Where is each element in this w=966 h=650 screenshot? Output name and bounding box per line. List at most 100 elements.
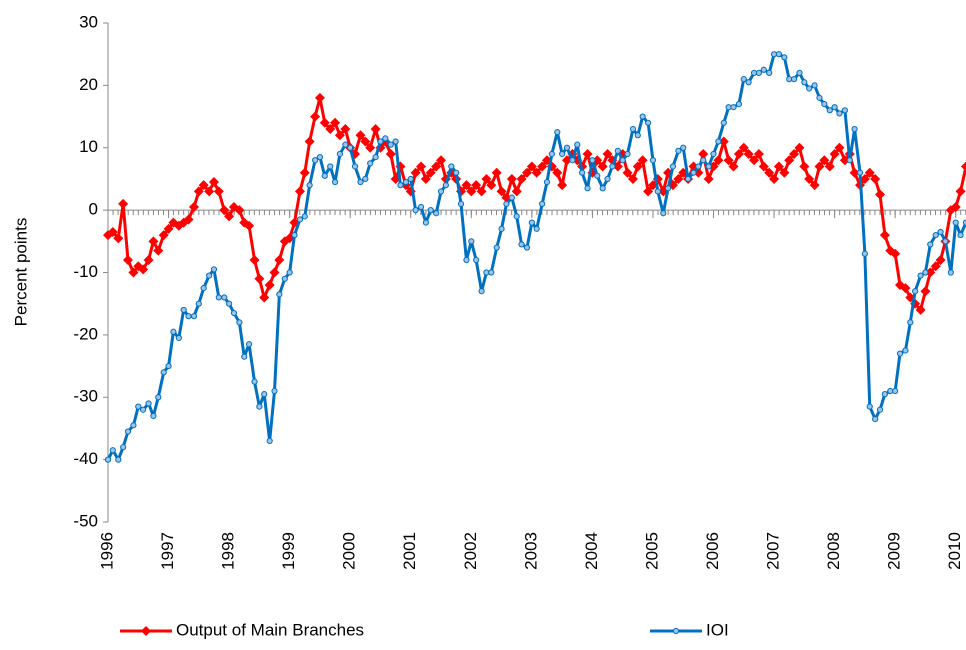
- marker: [486, 180, 497, 191]
- marker: [402, 178, 410, 186]
- marker: [463, 256, 470, 264]
- marker: [839, 155, 850, 166]
- marker: [382, 135, 389, 142]
- marker: [733, 148, 744, 159]
- marker: [639, 113, 646, 120]
- marker: [582, 148, 593, 159]
- marker: [773, 161, 784, 172]
- y-tick-label: 30: [79, 12, 98, 31]
- marker: [331, 178, 339, 186]
- marker: [870, 173, 881, 184]
- marker: [254, 273, 265, 284]
- x-tick-label: 2000: [340, 532, 359, 570]
- marker: [185, 313, 192, 320]
- marker: [645, 119, 652, 126]
- marker: [834, 142, 845, 153]
- marker: [109, 447, 116, 454]
- marker: [488, 269, 495, 276]
- marker: [319, 117, 330, 128]
- x-tick-label: 2008: [824, 532, 843, 570]
- y-tick-label: -50: [73, 511, 98, 530]
- marker: [629, 125, 637, 133]
- marker: [261, 391, 268, 398]
- marker: [684, 175, 692, 183]
- marker: [952, 219, 959, 226]
- marker: [806, 85, 813, 92]
- marker: [145, 400, 152, 407]
- marker: [195, 300, 202, 307]
- legend-label: Output of Main Branches: [176, 620, 364, 639]
- x-tick-label: 2005: [642, 532, 661, 570]
- marker: [198, 180, 209, 191]
- marker: [234, 205, 245, 216]
- marker: [753, 148, 764, 159]
- marker: [392, 138, 399, 145]
- marker: [743, 148, 754, 159]
- marker: [574, 141, 581, 148]
- marker: [896, 350, 904, 357]
- marker: [559, 150, 566, 158]
- marker: [942, 238, 949, 245]
- marker: [473, 256, 480, 264]
- marker: [796, 69, 803, 77]
- marker: [420, 173, 431, 184]
- marker: [758, 161, 769, 172]
- marker: [690, 169, 697, 176]
- marker: [165, 362, 172, 370]
- x-tick-label: 1999: [279, 532, 298, 570]
- marker: [597, 161, 608, 172]
- marker: [155, 394, 162, 401]
- marker: [416, 161, 427, 172]
- marker: [342, 141, 349, 148]
- marker: [829, 148, 840, 159]
- marker: [206, 272, 213, 279]
- marker: [140, 406, 147, 413]
- marker: [245, 341, 253, 348]
- marker: [355, 130, 366, 141]
- marker: [266, 437, 273, 445]
- marker: [819, 155, 830, 166]
- marker: [927, 241, 934, 248]
- marker: [543, 178, 551, 186]
- marker: [433, 210, 440, 217]
- marker: [738, 142, 749, 153]
- marker: [471, 180, 482, 191]
- marker: [826, 107, 833, 114]
- marker: [204, 186, 215, 197]
- marker: [604, 175, 611, 183]
- marker: [715, 138, 722, 145]
- marker: [143, 255, 154, 266]
- marker: [962, 219, 966, 226]
- marker: [937, 228, 944, 236]
- marker: [193, 186, 204, 197]
- marker: [764, 167, 775, 178]
- marker: [208, 177, 219, 188]
- marker: [387, 141, 394, 148]
- marker: [478, 288, 485, 295]
- marker: [508, 194, 515, 201]
- x-tick-label: 1998: [219, 532, 238, 570]
- marker: [649, 157, 657, 164]
- marker: [705, 163, 712, 170]
- marker: [539, 200, 546, 207]
- x-tick-label: 2001: [400, 532, 419, 570]
- marker: [511, 186, 522, 197]
- marker: [385, 148, 396, 159]
- y-tick-label: -40: [73, 449, 98, 468]
- marker: [397, 182, 404, 189]
- marker: [160, 369, 167, 376]
- marker: [720, 119, 727, 126]
- legend-marker: [672, 627, 680, 635]
- marker: [619, 157, 626, 164]
- marker: [537, 161, 548, 172]
- marker: [643, 186, 654, 197]
- marker: [920, 286, 931, 297]
- marker: [930, 261, 941, 272]
- marker: [879, 230, 890, 241]
- marker: [491, 167, 502, 178]
- marker: [790, 76, 798, 83]
- y-tick-label: -10: [73, 262, 98, 281]
- marker: [347, 144, 354, 151]
- marker: [836, 110, 843, 117]
- marker: [523, 244, 531, 251]
